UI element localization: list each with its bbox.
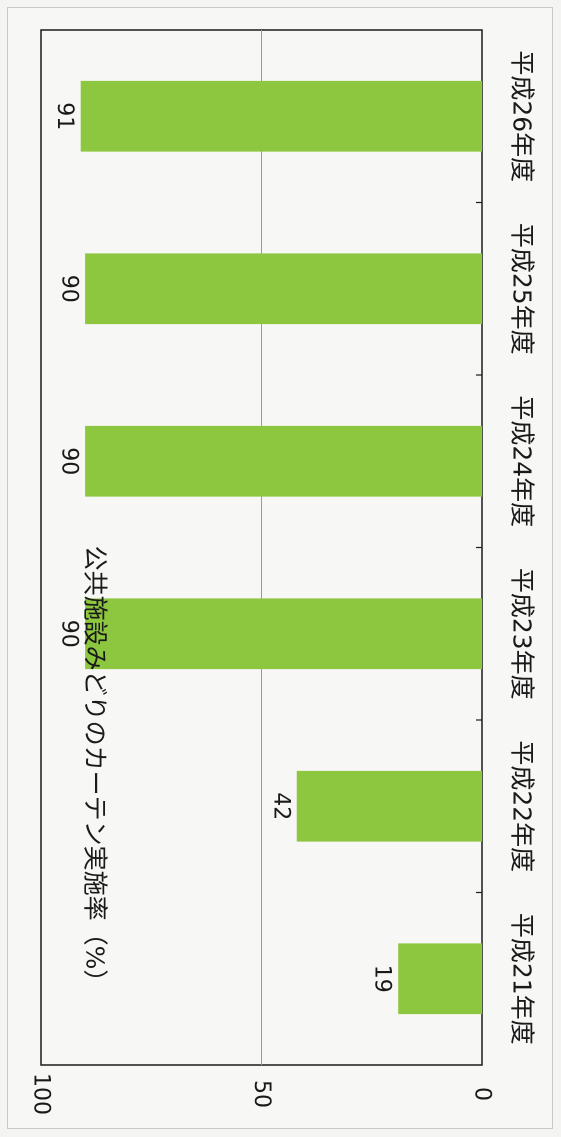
bar-平成22年度 — [296, 770, 482, 842]
value-label: 90 — [57, 447, 82, 475]
bar-平成26年度 — [80, 80, 482, 152]
value-label: 90 — [57, 620, 82, 648]
bar-平成25年度 — [85, 253, 482, 325]
category-label: 平成22年度 — [508, 740, 537, 872]
y-tick-labels: 0 50 100 — [29, 201, 495, 1115]
category-label: 平成21年度 — [508, 913, 537, 1045]
value-label: 42 — [268, 792, 293, 820]
bars — [80, 80, 482, 1015]
y-tick-label: 50 — [249, 1080, 274, 1108]
chart-title-group: 公共施設みどりのカーテン実施率（%） — [81, 546, 110, 995]
category-label: 平成23年度 — [508, 568, 537, 700]
chart-frame — [7, 7, 553, 1129]
category-label: 平成24年度 — [508, 395, 537, 527]
value-labels: 19 42 90 90 90 91 — [52, 102, 395, 993]
y-tick-label: 100 — [29, 1073, 54, 1115]
value-label: 90 — [57, 275, 82, 303]
chart-title: 公共施設みどりのカーテン実施率（%） — [81, 546, 110, 995]
bar-平成21年度 — [398, 943, 482, 1015]
value-label: 19 — [370, 965, 395, 993]
category-label: 平成25年度 — [508, 223, 537, 355]
bar-平成23年度 — [85, 598, 482, 670]
y-tick-label: 0 — [470, 1087, 495, 1101]
category-label: 平成26年度 — [508, 50, 537, 182]
value-label: 91 — [52, 102, 77, 130]
bar-平成24年度 — [85, 425, 482, 497]
